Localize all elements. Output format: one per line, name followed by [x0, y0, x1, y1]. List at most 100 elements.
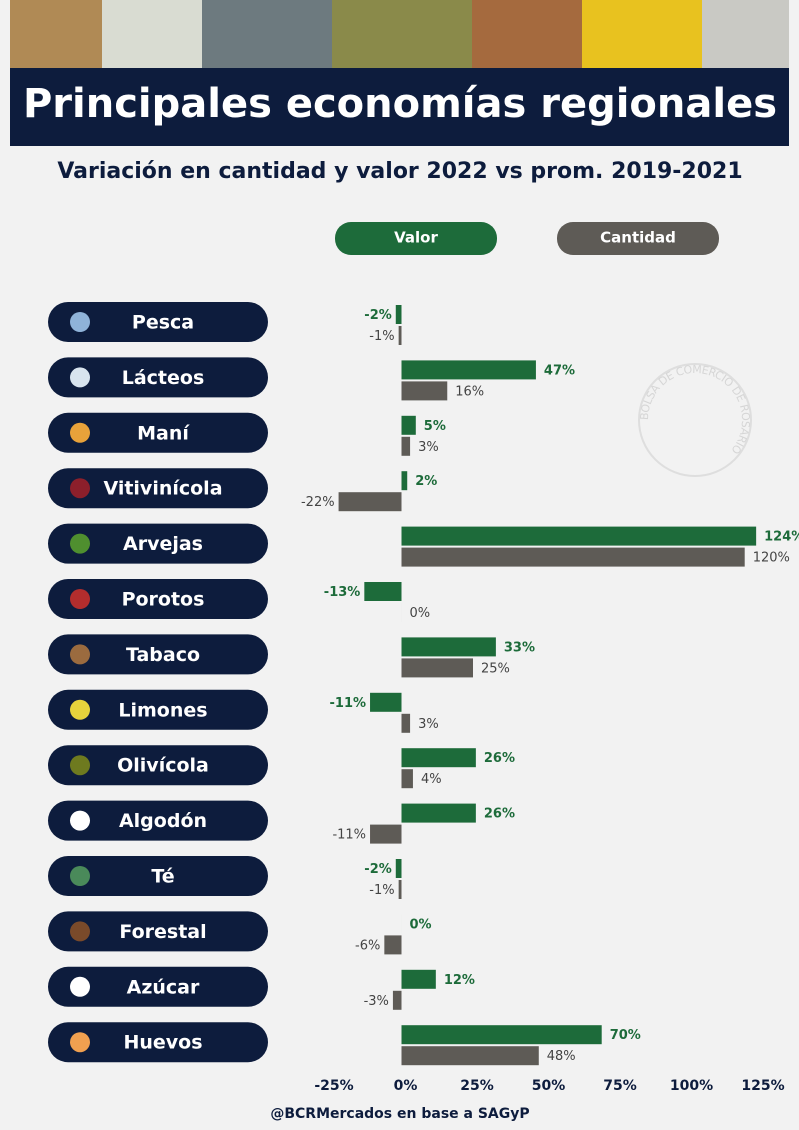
category-pill — [48, 468, 268, 509]
category-label: Forestal — [119, 921, 206, 943]
x-tick-label: 25% — [460, 1078, 494, 1094]
value-label: -13% — [324, 585, 361, 600]
value-label: 47% — [544, 363, 575, 378]
value-label: 3% — [418, 717, 439, 732]
value-label: -2% — [364, 862, 391, 877]
value-label: 70% — [610, 1028, 641, 1043]
category-icon — [70, 976, 90, 997]
value-label: -3% — [364, 994, 389, 1009]
x-tick-label: 125% — [741, 1078, 784, 1094]
category-pill — [48, 856, 268, 896]
bar — [401, 969, 436, 989]
bar — [338, 492, 402, 512]
bar — [392, 990, 402, 1010]
value-label: 16% — [455, 384, 484, 399]
bar — [401, 547, 745, 567]
value-label: 5% — [424, 419, 446, 434]
category-label: Azúcar — [127, 976, 200, 998]
bar — [401, 415, 416, 435]
value-label: 26% — [484, 807, 515, 822]
source: @BCRMercados en base a SAGyP — [270, 1106, 529, 1122]
category-icon — [70, 367, 90, 388]
value-label: 120% — [753, 551, 790, 566]
category-pill — [48, 800, 268, 841]
category-pill — [48, 911, 268, 952]
bar — [401, 471, 408, 491]
category-label: Olivícola — [117, 755, 209, 777]
category-icon — [70, 755, 90, 776]
category-icon — [70, 644, 90, 665]
value-label: 33% — [504, 640, 535, 655]
title-band — [10, 68, 789, 146]
value-label: -6% — [355, 938, 380, 953]
category-label: Huevos — [123, 1032, 202, 1054]
x-tick-label: -25% — [314, 1078, 353, 1094]
chart-subtitle: Variación en cantidad y valor 2022 vs pr… — [57, 159, 742, 184]
bar — [401, 360, 536, 380]
bar — [401, 658, 473, 678]
value-label: 12% — [444, 973, 475, 988]
watermark-ring — [638, 363, 752, 477]
value-label: -11% — [330, 696, 367, 711]
value-label: 0% — [410, 606, 431, 621]
category-icon — [70, 1032, 90, 1053]
legend-swatch — [557, 222, 719, 255]
bar — [401, 526, 757, 546]
value-label: 26% — [484, 751, 515, 766]
category-label: Vitivinícola — [103, 478, 222, 500]
legend-swatch — [335, 222, 497, 255]
category-icon — [70, 921, 90, 942]
category-pill — [48, 302, 268, 342]
value-label: 2% — [415, 474, 437, 489]
bar — [401, 381, 448, 401]
value-label: 48% — [547, 1049, 576, 1064]
bar — [401, 748, 476, 768]
value-label: 124% — [764, 530, 799, 545]
category-icon — [70, 866, 90, 886]
bar — [401, 769, 413, 789]
bar — [401, 637, 496, 657]
bar — [370, 824, 402, 844]
bar — [401, 713, 411, 733]
bar — [401, 1025, 602, 1045]
category-pill — [48, 745, 268, 786]
category-label: Tabaco — [126, 644, 200, 666]
category-label: Porotos — [122, 589, 205, 611]
category-icon — [70, 810, 90, 831]
category-pill — [48, 357, 268, 398]
category-icon — [70, 422, 90, 443]
value-label: -22% — [301, 495, 335, 510]
category-label: Algodón — [119, 810, 207, 832]
photo-strip — [10, 0, 789, 68]
x-tick-label: 0% — [394, 1078, 418, 1094]
category-pill — [48, 634, 268, 675]
bar — [364, 582, 402, 601]
category-pill — [48, 579, 268, 619]
value-label: -1% — [369, 329, 394, 344]
category-label: Pesca — [132, 312, 194, 334]
legend-label: Valor — [394, 229, 438, 247]
category-pill — [48, 412, 268, 453]
value-label: -2% — [364, 308, 391, 323]
category-icon — [70, 312, 90, 332]
x-tick-label: 50% — [532, 1078, 566, 1094]
category-icon — [70, 533, 90, 554]
category-label: Limones — [118, 699, 207, 721]
category-label: Arvejas — [123, 533, 203, 555]
value-label: 4% — [421, 772, 442, 787]
category-pill — [48, 1022, 268, 1063]
category-pill — [48, 966, 268, 1007]
value-label: -1% — [369, 883, 394, 898]
category-label: Lácteos — [122, 367, 205, 389]
chart-title: Principales economías regionales — [23, 81, 777, 127]
value-label: 25% — [481, 661, 510, 676]
bar — [395, 859, 402, 878]
bar — [398, 326, 402, 345]
bar — [395, 305, 402, 324]
x-tick-label: 100% — [670, 1078, 713, 1094]
category-label: Maní — [137, 422, 190, 444]
value-label: 3% — [418, 440, 439, 455]
value-label: -11% — [332, 828, 366, 843]
category-icon — [70, 478, 90, 499]
